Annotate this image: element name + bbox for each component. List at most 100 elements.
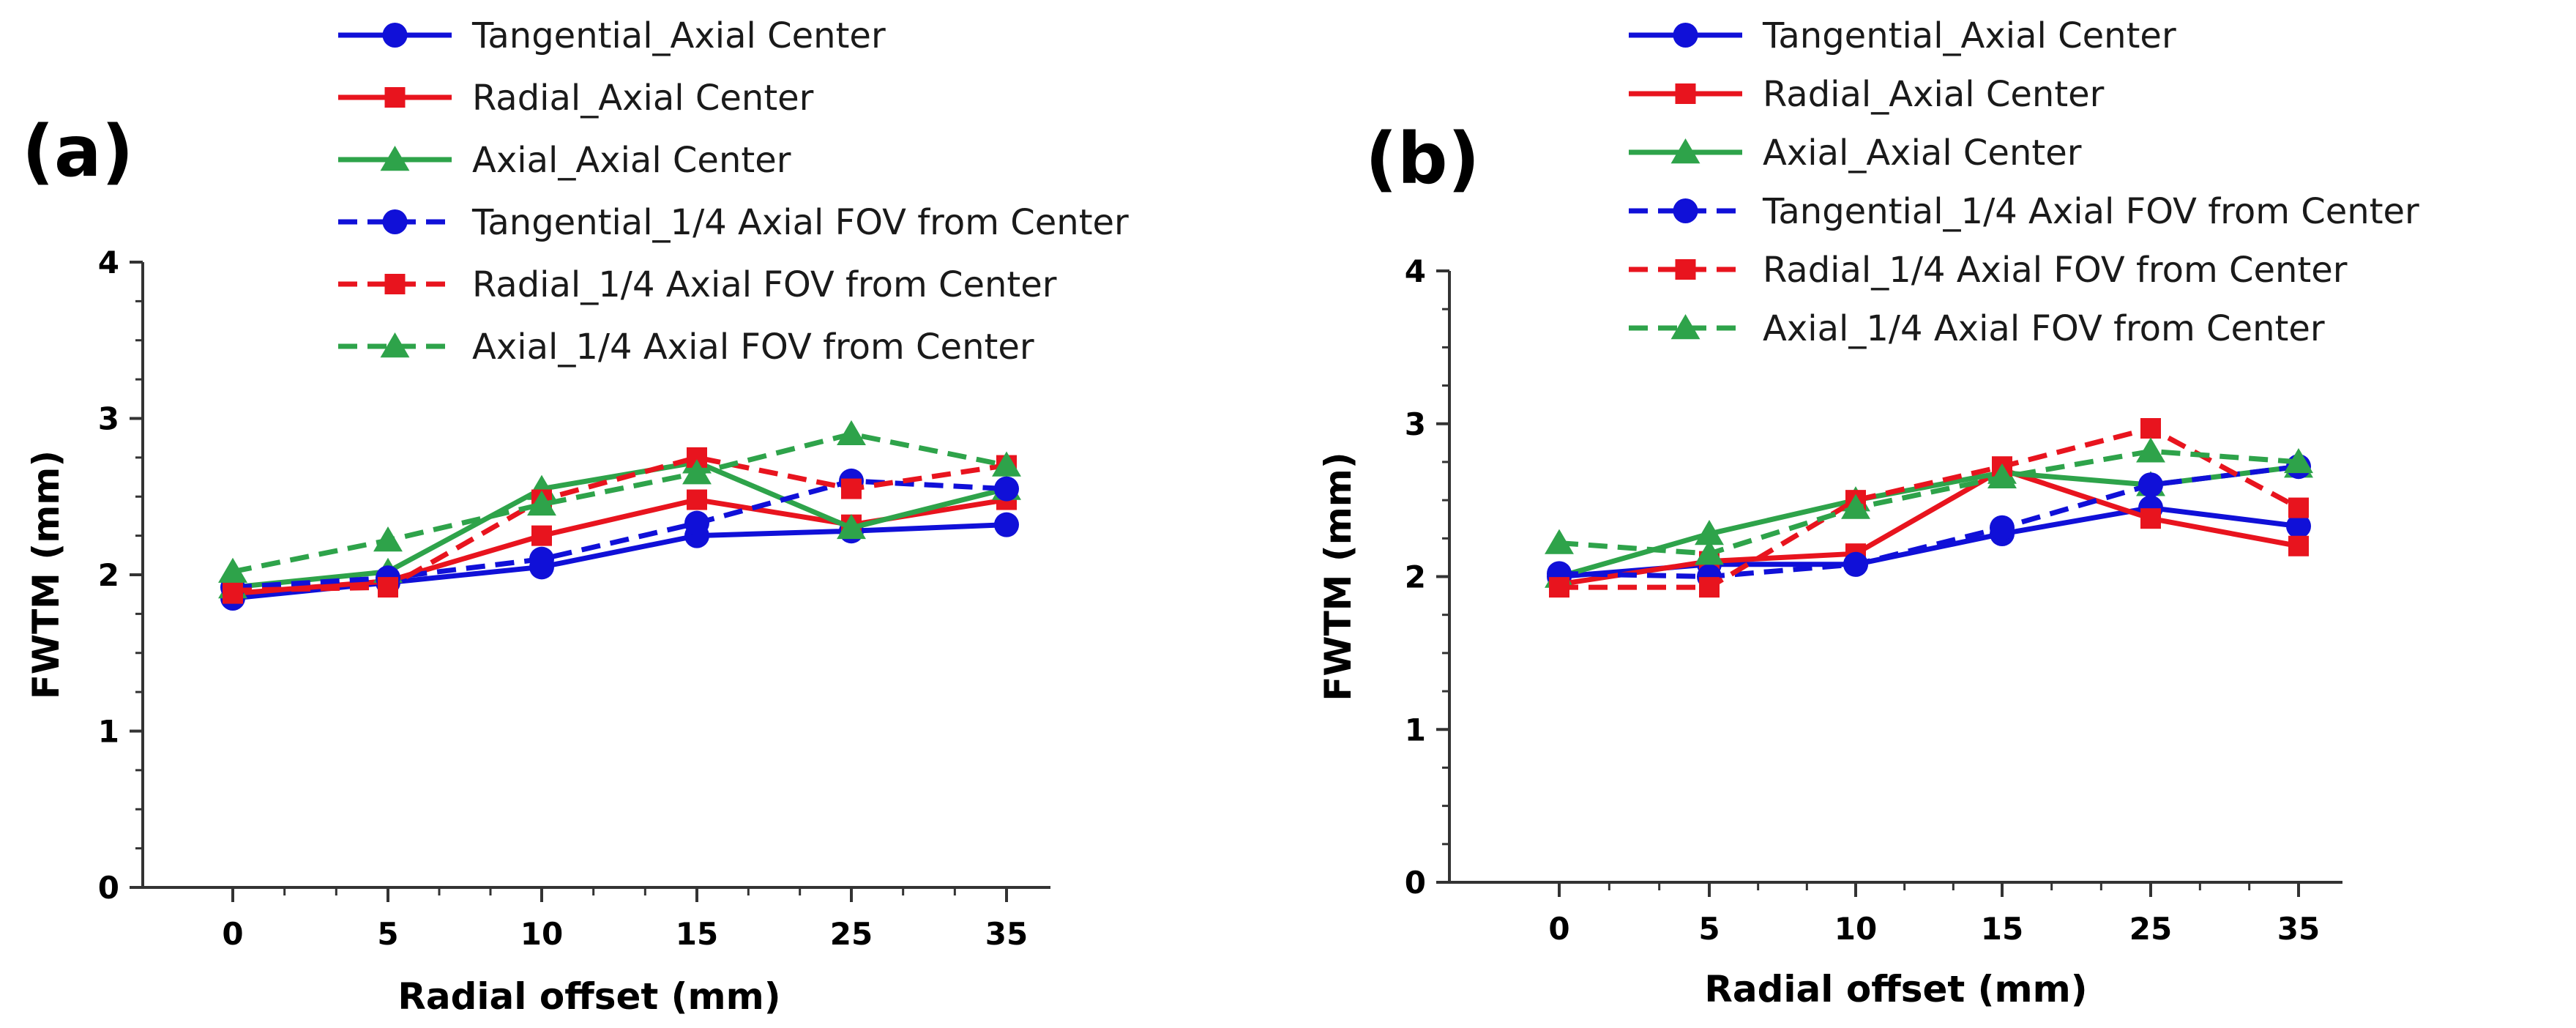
data-point [373, 526, 403, 552]
series-3 [218, 448, 1021, 599]
legend-label: Tangential_1/4 Axial FOV from Center [1762, 191, 2419, 232]
data-point [687, 489, 707, 510]
legend-marker [380, 146, 410, 171]
data-point [1695, 520, 1724, 545]
series-line [232, 478, 1007, 590]
legend-marker [1675, 259, 1696, 280]
series-line [232, 431, 1007, 575]
series-line [1559, 425, 2300, 590]
data-point [682, 459, 712, 485]
data-point [378, 577, 398, 598]
x-tick-label: 25 [2129, 911, 2172, 947]
y-tick-label: 0 [1405, 865, 1426, 901]
y-axis-title: FWTM (mm) [1317, 452, 1359, 701]
legend-marker [384, 87, 406, 108]
x-tick-label: 35 [985, 916, 1028, 952]
chart-panel-a: (a) 0 1 2 3 4 0 5 10 15 25 35 Radial offset (mm) FWTM… [22, 15, 1129, 1018]
series-1 [220, 512, 1019, 611]
legend-label: Radial_1/4 Axial FOV from Center [1763, 250, 2348, 291]
data-point [2136, 437, 2165, 463]
data-point [684, 510, 709, 536]
series-2 [223, 489, 1017, 604]
legend: Tangential_Axial Center Radial_Axial Cent… [1629, 15, 2419, 349]
legend-marker [382, 209, 408, 234]
data-point [2288, 497, 2309, 518]
legend-marker [1673, 23, 1698, 48]
x-tick-label: 5 [1698, 911, 1720, 947]
legend-label: Axial_1/4 Axial FOV from Center [1763, 308, 2325, 349]
data-point [1549, 577, 1569, 598]
data-point [1841, 493, 1870, 519]
series-line [1558, 448, 2299, 556]
data-point [1843, 551, 1868, 577]
y-tick-label: 1 [1405, 712, 1426, 748]
chart-panel-b: (b) 0 1 2 3 4 0 5 10 15 25 35 Radial offset (mm) FWTM… [1288, 0, 2576, 1028]
legend-marker [1675, 83, 1696, 104]
data-point [2286, 513, 2311, 539]
series-line [1558, 463, 2299, 579]
legend: Tangential_Axial Center Radial_Axial Cent… [338, 15, 1129, 368]
series-line [232, 455, 1007, 593]
y-tick-label: 3 [1405, 406, 1426, 442]
data-point [1695, 540, 1724, 565]
x-tick-label: 0 [1548, 911, 1569, 947]
x-axis-title: Radial offset (mm) [1704, 968, 2087, 1010]
data-point [841, 478, 862, 499]
data-point [1545, 529, 1574, 554]
legend-marker [1670, 138, 1700, 164]
legend-marker [384, 274, 406, 294]
y-axis-title: FWTM (mm) [25, 450, 67, 699]
x-tick-label: 25 [830, 916, 873, 952]
legend-label: Radial_Axial Center [1763, 74, 2105, 115]
x-tick-label: 0 [222, 916, 243, 952]
chart-a-svg: (a) 0 1 2 3 4 0 5 10 15 25 35 Radial offset (mm) FWTM… [22, 15, 1129, 1018]
legend-marker [382, 23, 408, 48]
legend-label: Radial_1/4 Axial FOV from Center [472, 264, 1057, 305]
legend-marker [1673, 198, 1698, 223]
series-line [232, 459, 1007, 590]
data-point [2288, 535, 2309, 556]
series-6 [1545, 437, 2313, 565]
y-tick-label: 1 [98, 714, 119, 750]
data-point [994, 512, 1019, 537]
data-point [529, 546, 554, 572]
data-point [837, 513, 866, 540]
legend-label: Tangential_1/4 Axial FOV from Center [471, 202, 1129, 243]
legend-marker [380, 332, 410, 358]
y-tick-label: 2 [1405, 559, 1426, 595]
y-tick-label: 0 [98, 870, 119, 906]
data-point [1990, 515, 2015, 540]
x-tick-label: 15 [1981, 911, 2023, 947]
legend-label: Axial_Axial Center [472, 140, 791, 181]
data-point [2140, 418, 2161, 439]
data-point [2284, 447, 2313, 474]
panel-label: (a) [22, 111, 134, 193]
data-point [1699, 577, 1720, 598]
data-point [2138, 472, 2163, 498]
x-tick-label: 35 [2277, 911, 2320, 947]
legend-label: Axial_Axial Center [1763, 133, 2082, 174]
data-point [992, 451, 1021, 477]
x-tick-label: 15 [676, 916, 718, 952]
y-tick-label: 4 [1405, 253, 1426, 289]
chart-b-svg: (b) 0 1 2 3 4 0 5 10 15 25 35 Radial offset (mm) FWTM… [1317, 15, 2419, 1010]
x-tick-label: 5 [377, 916, 398, 952]
y-tick-label: 3 [98, 401, 119, 437]
data-point [837, 420, 866, 446]
data-point [1987, 463, 2017, 489]
data-point [527, 490, 556, 516]
legend-label: Tangential_Axial Center [471, 15, 886, 56]
legend-label: Radial_Axial Center [472, 78, 814, 119]
series-line [232, 522, 1007, 601]
panel-label: (b) [1365, 118, 1479, 200]
series-6 [218, 420, 1021, 583]
data-point [531, 525, 552, 546]
data-point [218, 557, 247, 583]
y-tick-label: 2 [98, 557, 119, 593]
data-point [223, 580, 243, 601]
x-tick-label: 10 [520, 916, 563, 952]
y-tick-label: 4 [98, 245, 119, 280]
data-point [2140, 508, 2161, 529]
series-line [1558, 466, 2299, 587]
legend-label: Axial_1/4 Axial FOV from Center [472, 327, 1034, 368]
